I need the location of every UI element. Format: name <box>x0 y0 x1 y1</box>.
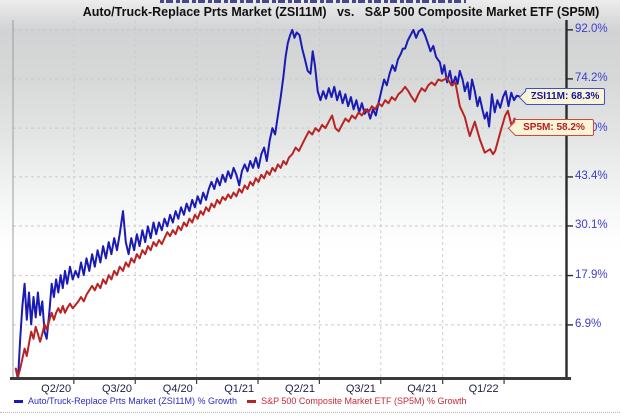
chart-title: Auto/Truck-Replace Prts Market (ZSI11M) … <box>82 5 600 19</box>
series-line-sp5m <box>14 77 523 378</box>
legend-label-sp5m: S&P 500 Composite Market ETF (SP5M) % Gr… <box>261 396 467 406</box>
y-axis-tick-label: 6.9% <box>575 318 602 331</box>
sp5m-line-swatch-icon <box>247 399 257 403</box>
legend: Auto/Truck-Replace Prts Market (ZSI11M) … <box>14 396 476 406</box>
x-axis-tick-label: Q1/22 <box>468 383 499 395</box>
x-axis-tick-label: Q3/20 <box>101 383 132 395</box>
y-axis-tick-label: 92.0% <box>575 23 608 36</box>
legend-item-zsi11m: Auto/Truck-Replace Prts Market (ZSI11M) … <box>14 396 237 406</box>
bottom-divider <box>0 412 620 413</box>
x-axis-tick-label: Q1/21 <box>224 383 255 395</box>
legend-item-sp5m: S&P 500 Composite Market ETF (SP5M) % Gr… <box>247 396 466 406</box>
y-axis-tick-label: 43.4% <box>575 170 608 183</box>
x-axis-tick-label: Q4/20 <box>162 383 193 395</box>
legend-label-zsi11m: Auto/Truck-Replace Prts Market (ZSI11M) … <box>28 396 238 406</box>
y-axis-tick-label: 17.9% <box>575 269 608 282</box>
y-axis-tick-label: 30.1% <box>575 219 608 232</box>
zsi11m-value-badge: ZSI11M: 68.3% <box>525 88 605 105</box>
y-axis-tick-label: 74.2% <box>575 72 608 85</box>
x-axis-tick-label: Q4/21 <box>407 383 438 395</box>
series-line-zsi11m <box>14 28 520 381</box>
clipped-text-top <box>160 0 466 3</box>
zsi11m-line-swatch-icon <box>14 399 23 403</box>
x-axis-tick-label: Q2/20 <box>41 383 72 395</box>
sp5m-value-badge: SP5M: 58.2% <box>514 119 594 136</box>
x-axis-tick-label: Q3/21 <box>345 383 376 395</box>
x-axis-tick-label: Q2/21 <box>285 383 315 395</box>
